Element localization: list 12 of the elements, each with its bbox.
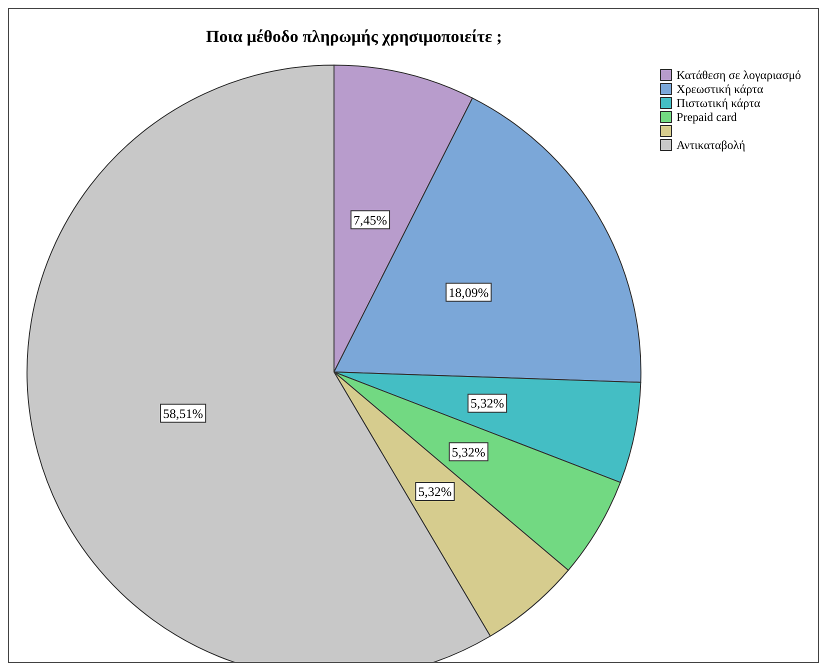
legend-label: Κατάθεση σε λογαριασμό	[676, 68, 802, 82]
legend-label: Αντικαταβολή	[676, 138, 746, 152]
data-label: 18,09%	[448, 284, 489, 300]
data-label: 5,32%	[452, 444, 486, 460]
legend-label: Prepaid card	[676, 110, 737, 124]
data-label: 5,32%	[470, 396, 504, 411]
legend-label: Πιστωτική κάρτα	[676, 96, 762, 110]
data-label: 7,45%	[353, 212, 388, 228]
legend-label: Χρεωστική κάρτα	[676, 82, 764, 96]
data-label: 5,32%	[418, 484, 452, 500]
data-label: 58,51%	[163, 406, 204, 421]
chart-title: Ποια μέθοδο πληρωμής χρησιμοποιείτε ;	[206, 27, 502, 46]
